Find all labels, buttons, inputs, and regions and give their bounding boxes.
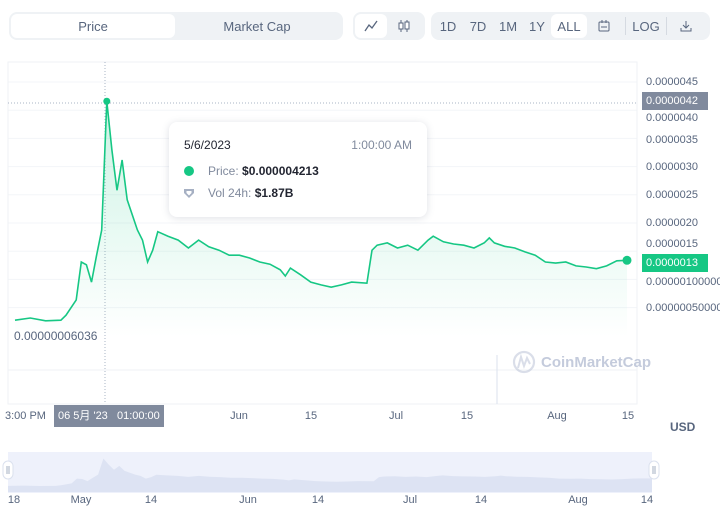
price-area — [15, 101, 627, 337]
x-tick: Jul — [388, 410, 404, 422]
x-tick: 3:00 PM — [5, 410, 46, 422]
chart-type-toggle — [353, 12, 425, 40]
navigator-tick: 14 — [640, 494, 654, 506]
navigator-area — [8, 458, 652, 492]
y-tick: 0.0000015 — [646, 238, 698, 250]
navigator-tick: 14 — [474, 494, 488, 506]
tooltip-time: 1:00:00 AM — [351, 138, 412, 152]
range-7d[interactable]: 7D — [469, 18, 487, 34]
download-icon[interactable] — [671, 14, 701, 38]
volume-shield-icon — [184, 188, 194, 198]
divider — [625, 17, 626, 35]
tab-price[interactable]: Price — [11, 14, 175, 38]
x-tick: Aug — [547, 410, 567, 422]
price-line — [14, 101, 628, 322]
watermark-logo — [512, 350, 536, 374]
x-tick: Jun — [230, 410, 248, 422]
x-tick: 15 — [460, 410, 474, 422]
tooltip-price-label: Price: — [208, 164, 239, 178]
x-tick: 15 — [621, 410, 635, 422]
y-tick: 0.0000025 — [646, 189, 698, 201]
tooltip-volume-value: $1.87B — [254, 186, 294, 200]
y-tick: 0.00000050000 — [646, 302, 720, 314]
navigator-tick: 14 — [144, 494, 158, 506]
navigator-tick: Aug — [568, 494, 588, 506]
x-tick: 15 — [304, 410, 318, 422]
tab-market-cap[interactable]: Market Cap — [223, 18, 291, 34]
navigator-tick: Jul — [402, 494, 418, 506]
navigator-tick: May — [70, 494, 92, 506]
navigator-tick: 18 — [7, 494, 21, 506]
crosshair-price-tag: 0.0000042 — [642, 92, 708, 110]
y-tick: 0.0000030 — [646, 161, 698, 173]
log-button[interactable]: LOG — [632, 18, 660, 34]
line-chart-icon[interactable] — [355, 14, 387, 38]
watermark-text: CoinMarketCap — [541, 354, 651, 371]
navigator-tick: 14 — [311, 494, 325, 506]
min-price-label: 0.00000006036 — [14, 329, 98, 343]
navigator-tick: Jun — [239, 494, 257, 506]
range-toggle: 1D 7D 1M 1Y ALL LOG — [431, 12, 710, 40]
tooltip-volume-label: Vol 24h: — [208, 186, 252, 200]
y-tick: 0.0000045 — [646, 76, 698, 88]
y-tick: 0.00000100000 — [646, 276, 720, 288]
calendar-icon[interactable] — [587, 14, 621, 38]
y-tick: 0.0000035 — [646, 134, 698, 146]
range-all[interactable]: ALL — [551, 14, 587, 38]
range-1y[interactable]: 1Y — [529, 18, 545, 34]
navigator-handle-left[interactable] — [2, 460, 14, 480]
tooltip: 5/6/2023 1:00:00 AM Price: $0.000004213 … — [169, 122, 427, 217]
price-marketcap-toggle: Price Market Cap — [9, 12, 343, 40]
divider — [666, 17, 667, 35]
current-price-point — [622, 255, 632, 265]
y-tick: 0.0000040 — [646, 112, 698, 124]
current-price-tag: 0.0000013 — [642, 254, 708, 272]
hover-point — [103, 97, 111, 105]
currency-label: USD — [670, 420, 696, 434]
range-1d[interactable]: 1D — [439, 18, 457, 34]
plot-frame — [7, 61, 638, 405]
candlestick-icon[interactable] — [387, 14, 421, 38]
crosshair-date-tag: 06 5月 '23 01:00:00 — [54, 405, 164, 427]
navigator-handle-right[interactable] — [648, 460, 660, 480]
tooltip-date: 5/6/2023 — [184, 138, 231, 152]
range-1m[interactable]: 1M — [498, 18, 518, 34]
tooltip-price-value: $0.000004213 — [242, 164, 319, 178]
y-tick: 0.0000020 — [646, 217, 698, 229]
price-dot-icon — [184, 166, 194, 176]
